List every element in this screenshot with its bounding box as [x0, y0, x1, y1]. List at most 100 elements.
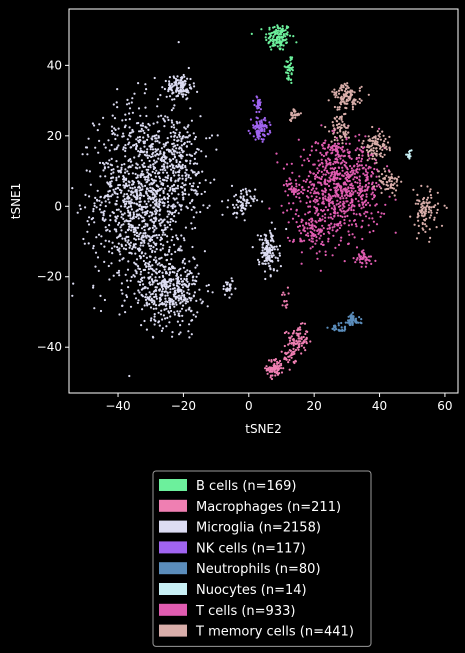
- data-point: [174, 77, 177, 80]
- data-point: [183, 188, 186, 191]
- data-point: [221, 200, 224, 203]
- data-point: [114, 219, 117, 222]
- data-point: [388, 170, 391, 173]
- data-point: [133, 195, 136, 198]
- data-point: [345, 126, 348, 129]
- data-point: [357, 321, 360, 324]
- data-point: [271, 31, 274, 34]
- data-point: [170, 88, 173, 91]
- data-point: [149, 186, 152, 189]
- data-point: [408, 150, 411, 153]
- data-point: [279, 265, 282, 268]
- data-point: [122, 217, 125, 220]
- data-point: [119, 210, 122, 213]
- data-point: [310, 237, 313, 240]
- data-point: [361, 185, 364, 188]
- data-point: [358, 101, 361, 104]
- data-point: [185, 275, 188, 278]
- data-point: [178, 333, 181, 336]
- data-point: [125, 294, 128, 297]
- data-point: [180, 208, 183, 211]
- data-point: [172, 283, 175, 286]
- data-point: [247, 129, 250, 132]
- data-point: [109, 214, 112, 217]
- data-point: [183, 294, 186, 297]
- data-point: [120, 289, 123, 292]
- data-point: [276, 362, 279, 365]
- data-point: [157, 219, 161, 222]
- data-point: [162, 231, 165, 234]
- data-point: [320, 161, 323, 164]
- data-point: [191, 185, 195, 188]
- data-point: [354, 190, 357, 193]
- data-point: [362, 202, 365, 205]
- data-point: [258, 238, 261, 241]
- data-point: [210, 134, 214, 137]
- legend-entry-label: Macrophages (n=211): [196, 500, 341, 515]
- data-point: [283, 65, 286, 68]
- data-point: [389, 186, 392, 189]
- data-point: [257, 134, 261, 137]
- data-point: [386, 184, 389, 187]
- data-point: [288, 342, 291, 345]
- data-point: [181, 166, 184, 170]
- data-point: [265, 369, 268, 372]
- data-point: [285, 306, 288, 309]
- data-point: [110, 185, 113, 188]
- data-point: [227, 199, 230, 202]
- data-point: [187, 174, 190, 177]
- data-point: [164, 317, 167, 320]
- data-point: [370, 262, 373, 265]
- data-point: [350, 157, 353, 160]
- data-point: [286, 33, 289, 36]
- data-point: [145, 114, 148, 118]
- data-point: [425, 205, 428, 208]
- data-point: [321, 144, 324, 147]
- data-point: [298, 345, 301, 349]
- data-point: [308, 238, 311, 241]
- data-point: [288, 183, 292, 186]
- data-point: [124, 237, 127, 240]
- data-point: [261, 140, 264, 143]
- data-point: [288, 368, 291, 371]
- data-point: [171, 335, 174, 338]
- data-point: [307, 211, 310, 214]
- data-point: [354, 261, 357, 264]
- data-point: [337, 202, 340, 205]
- data-point: [352, 209, 355, 212]
- data-point: [413, 223, 416, 226]
- data-point: [295, 340, 298, 343]
- data-point: [117, 271, 120, 274]
- data-point: [288, 339, 292, 342]
- data-point: [383, 167, 386, 170]
- data-point: [152, 196, 156, 199]
- data-point: [360, 207, 363, 210]
- data-point: [340, 321, 343, 325]
- data-point: [154, 208, 157, 211]
- data-point: [366, 159, 369, 162]
- data-point: [239, 189, 243, 192]
- data-point: [161, 286, 164, 289]
- data-point: [128, 246, 131, 249]
- data-point: [261, 123, 264, 126]
- data-point: [143, 162, 146, 165]
- data-point: [435, 226, 438, 229]
- data-point: [336, 199, 339, 202]
- data-point: [141, 308, 144, 311]
- data-point: [125, 200, 128, 203]
- data-point: [316, 176, 319, 179]
- data-point: [142, 254, 145, 258]
- data-point: [373, 185, 376, 188]
- data-point: [294, 179, 297, 182]
- data-point: [180, 144, 183, 147]
- data-point: [324, 173, 327, 176]
- data-point: [288, 239, 291, 242]
- data-point: [186, 77, 189, 80]
- data-point: [337, 182, 340, 185]
- data-point: [149, 247, 152, 250]
- data-point: [281, 304, 284, 307]
- data-point: [314, 175, 317, 178]
- data-point: [149, 197, 152, 200]
- data-point: [275, 372, 278, 375]
